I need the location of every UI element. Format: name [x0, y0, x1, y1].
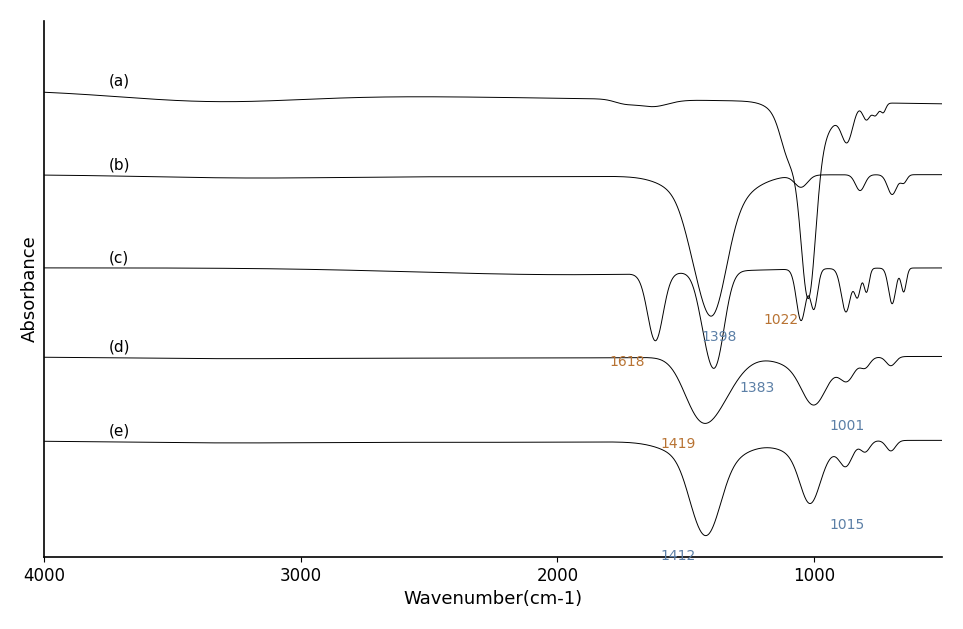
Text: 1419: 1419 [661, 437, 696, 451]
Text: (d): (d) [109, 339, 130, 354]
Text: 1412: 1412 [661, 548, 696, 562]
Y-axis label: Absorbance: Absorbance [21, 235, 39, 342]
Text: 1398: 1398 [701, 330, 737, 344]
Text: 1001: 1001 [829, 419, 865, 433]
Text: (c): (c) [109, 250, 129, 265]
Text: 1015: 1015 [829, 518, 865, 532]
Text: 1022: 1022 [764, 313, 798, 326]
Text: (a): (a) [109, 74, 130, 89]
X-axis label: Wavenumber(cm-1): Wavenumber(cm-1) [403, 590, 583, 608]
Text: 1618: 1618 [610, 355, 644, 369]
Text: (b): (b) [109, 157, 130, 172]
Text: (e): (e) [109, 423, 130, 438]
Text: 1383: 1383 [740, 381, 775, 395]
